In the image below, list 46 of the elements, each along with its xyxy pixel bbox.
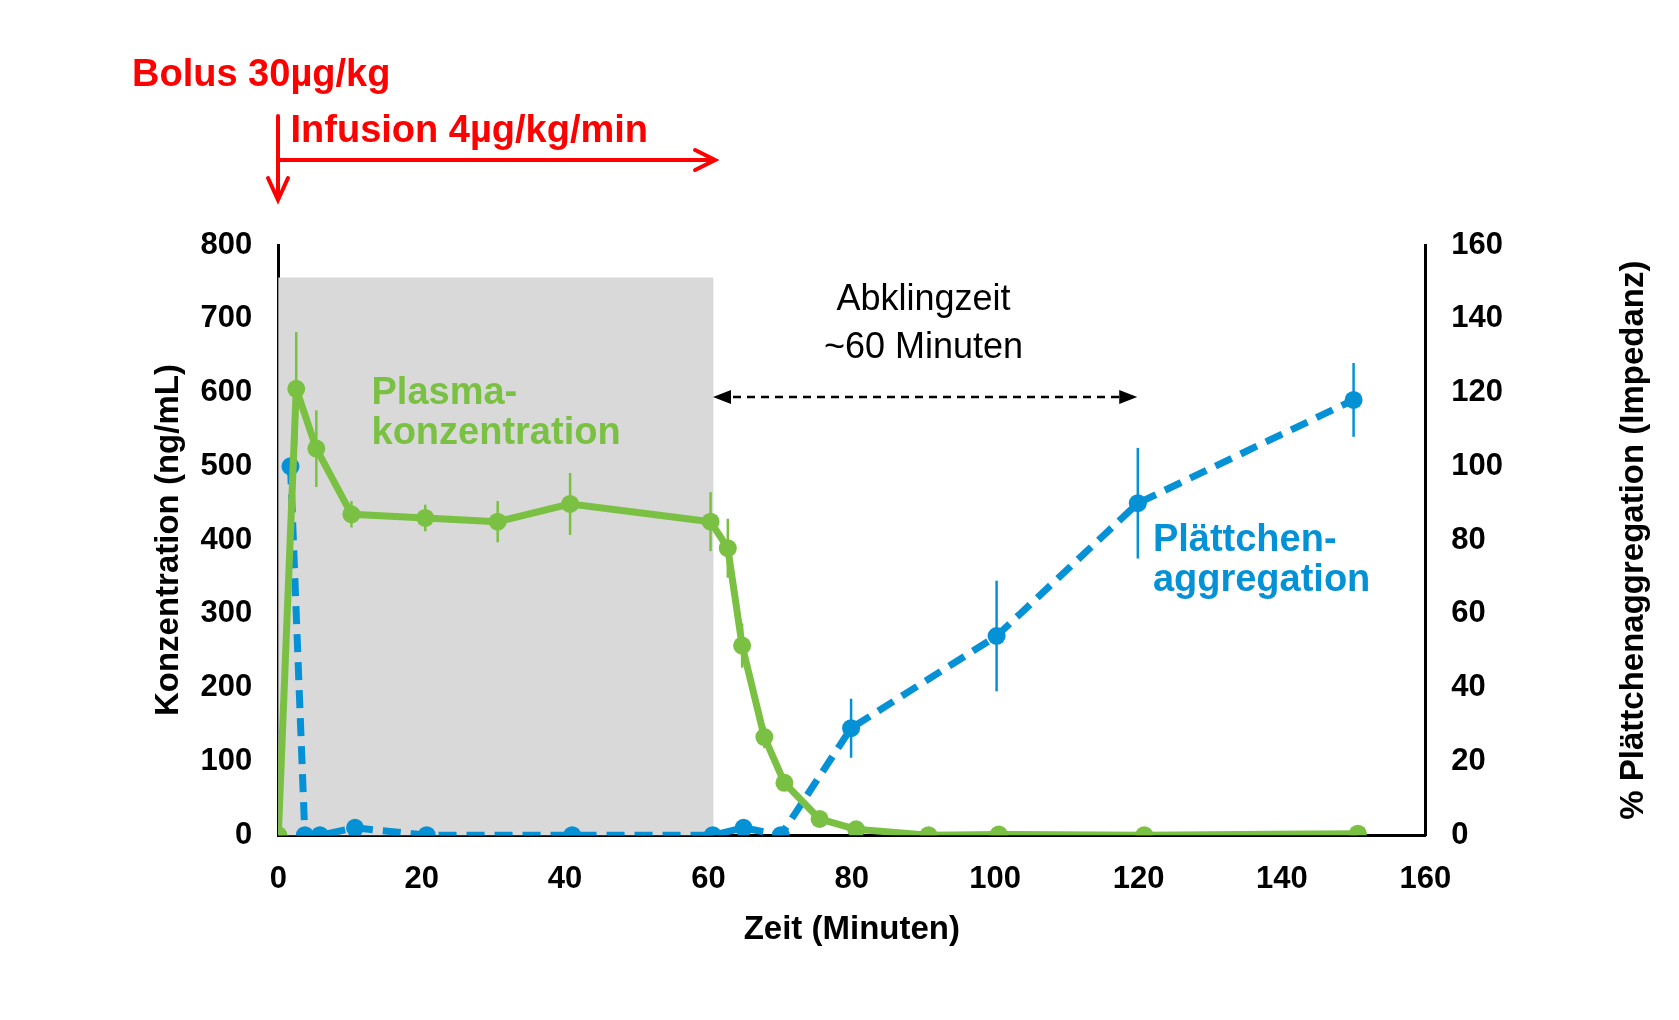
x-tick-label: 40 [547,860,583,896]
y2-tick-label: 120 [1451,373,1504,409]
y-tick-label: 200 [200,668,253,704]
y-axis-title: Konzentration (ng/mL) [147,364,185,717]
y2-tick-label: 60 [1451,594,1486,630]
y-tick-label: 300 [200,594,253,630]
y2-tick-label: 100 [1451,446,1504,482]
y2-tick-label: 40 [1451,668,1486,704]
point [287,379,306,398]
point [701,512,720,531]
x-tick-label: 20 [404,860,439,896]
y-tick-label: 700 [200,299,253,335]
text: Bolus 30µg/kg [132,52,391,94]
y2-tick-label: 20 [1451,741,1486,777]
y-tick-label: 100 [200,741,253,777]
x-tick-label: 140 [1256,860,1308,896]
y-tick-label: 600 [200,373,253,409]
x-axis-title: Zeit (Minuten) [743,909,960,947]
y2-tick-label: 80 [1451,520,1486,556]
x-tick-label: 100 [969,860,1022,896]
point [416,508,435,527]
y-tick-label: 500 [200,446,253,482]
series-label: Plasma-konzentration [371,369,621,452]
point [733,636,752,655]
point [561,494,580,513]
y-tick-label: 0 [235,815,253,851]
annotation: Abklingzeit ~60 Minuten [823,277,1024,366]
text: Infusion 4µg/kg/min [290,108,649,150]
x-tick-label: 60 [691,860,726,896]
x-tick-label: 160 [1399,860,1452,896]
x-tick-label: 120 [1112,860,1165,896]
x-tick-label: 80 [834,860,870,896]
y-tick-label: 800 [200,225,253,261]
point [1128,494,1147,513]
y2-tick-label: 0 [1451,815,1469,851]
y2-tick-label: 160 [1451,225,1504,261]
point [488,512,507,531]
point [307,439,326,458]
y2-axis-title: % Plättchenaggregation (Impedanz) [1613,260,1651,820]
x-tick-label: 0 [269,860,287,896]
y-tick-label: 400 [200,520,253,556]
point [718,539,737,558]
point [342,505,361,524]
series-label: Plättchen-aggregation [1152,517,1371,600]
y2-tick-label: 140 [1451,299,1504,335]
point [1344,390,1363,409]
